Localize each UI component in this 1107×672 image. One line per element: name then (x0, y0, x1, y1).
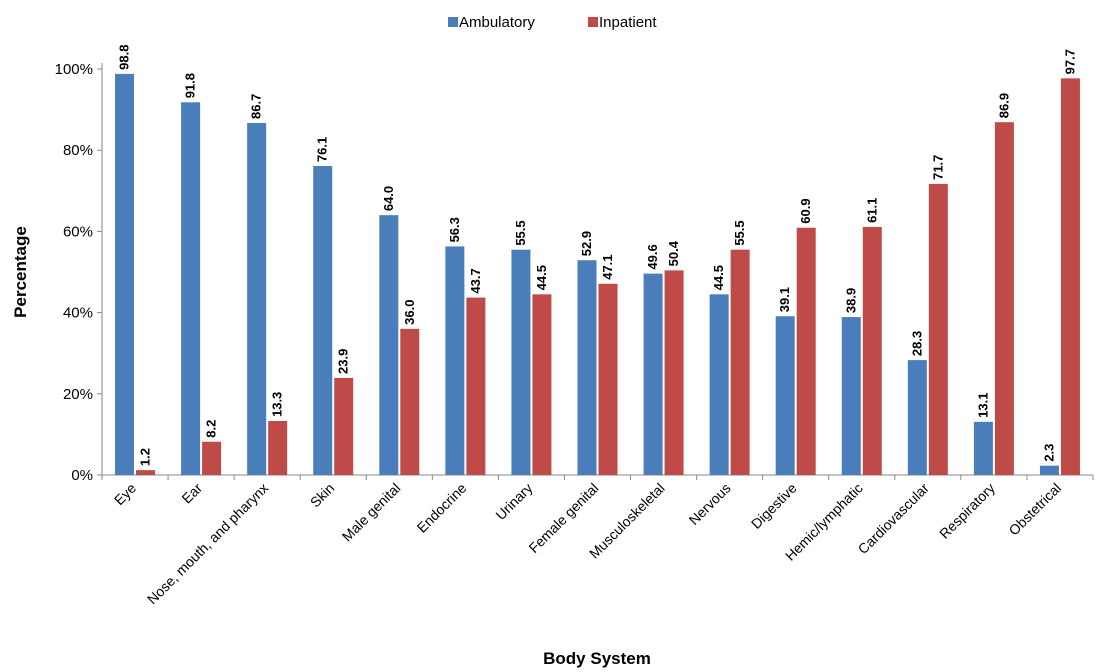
data-label-ambulatory: 28.3 (909, 331, 924, 356)
data-label-inpatient: 13.3 (270, 392, 285, 417)
bar-inpatient (532, 294, 552, 475)
data-labels: 98.8 91.8 86.7 76.1 64.0 56.3 55.5 52.9 49.6 44.5… (117, 45, 1078, 467)
data-label-inpatient: 71.7 (930, 155, 945, 180)
bar-inpatient (400, 328, 420, 475)
data-label-inpatient: 23.9 (336, 349, 351, 374)
bar-ambulatory (445, 246, 465, 475)
y-axis: 0% 20% 40% 60% 80% 100% (55, 61, 103, 484)
bar-inpatient (664, 270, 684, 475)
bar-inpatient (466, 297, 486, 475)
data-label-inpatient: 44.5 (534, 265, 549, 290)
legend-label-ambulatory: Ambulatory (459, 14, 535, 31)
data-label-ambulatory: 13.1 (975, 393, 990, 418)
data-label-inpatient: 61.1 (864, 198, 879, 223)
bar-ambulatory (907, 360, 927, 475)
bar-ambulatory (313, 166, 333, 475)
bar-ambulatory (973, 421, 993, 475)
bar-ambulatory (775, 316, 795, 475)
data-label-inpatient: 36.0 (402, 300, 417, 325)
bar-ambulatory (577, 260, 597, 475)
legend: Ambulatory Inpatient (448, 14, 657, 31)
data-label-inpatient: 8.2 (204, 420, 219, 438)
data-label-ambulatory: 55.5 (513, 220, 528, 245)
bar-inpatient (598, 283, 618, 475)
bar-inpatient (928, 183, 948, 475)
bar-ambulatory (379, 215, 399, 475)
x-tick-label: Cardiovascular (855, 480, 933, 558)
bar-ambulatory (181, 102, 201, 476)
bar-ambulatory (247, 122, 267, 476)
data-label-ambulatory: 44.5 (711, 265, 726, 290)
data-label-inpatient: 97.7 (1062, 49, 1077, 74)
x-tick-label: Nervous (686, 480, 734, 528)
bar-inpatient (796, 227, 816, 475)
bar-ambulatory (511, 249, 531, 475)
x-tick-label: Endocrine (414, 480, 470, 536)
bar-inpatient (862, 226, 882, 475)
y-tick-label: 100% (55, 61, 93, 78)
y-tick-label: 40% (63, 305, 93, 322)
data-label-ambulatory: 56.3 (447, 217, 462, 242)
data-label-ambulatory: 64.0 (381, 186, 396, 211)
data-label-inpatient: 86.9 (996, 93, 1011, 118)
data-label-ambulatory: 86.7 (249, 94, 264, 119)
x-tick-label: Obstetrical (1005, 480, 1064, 539)
x-tick-label: Ear (178, 480, 205, 507)
x-tick-label: Urinary (492, 480, 535, 523)
x-tick-label: Male genital (339, 480, 404, 545)
data-label-ambulatory: 2.3 (1041, 444, 1056, 462)
y-axis-title: Percentage (11, 226, 30, 318)
bar-inpatient (136, 470, 156, 475)
bars (115, 73, 1080, 476)
bar-ambulatory (709, 294, 729, 475)
x-axis-title: Body System (543, 649, 651, 668)
x-tick-label: Nose, mouth, and pharynx (144, 480, 271, 607)
y-tick-label: 0% (71, 467, 93, 484)
x-tick-label: Digestive (748, 480, 800, 532)
bar-ambulatory (643, 273, 663, 475)
data-label-ambulatory: 52.9 (579, 231, 594, 256)
legend-label-inpatient: Inpatient (599, 14, 657, 31)
data-label-ambulatory: 91.8 (183, 73, 198, 98)
bar-inpatient (730, 249, 750, 475)
data-label-inpatient: 60.9 (798, 198, 813, 223)
data-label-inpatient: 47.1 (600, 254, 615, 279)
data-label-inpatient: 50.4 (666, 240, 681, 266)
bar-ambulatory (115, 73, 135, 475)
bar-inpatient (268, 421, 288, 475)
bar-inpatient (1060, 78, 1080, 475)
x-tick-label: Respiratory (936, 480, 998, 542)
data-label-inpatient: 55.5 (732, 220, 747, 245)
data-label-ambulatory: 39.1 (777, 287, 792, 312)
x-tick-label: Eye (111, 480, 140, 509)
data-label-ambulatory: 76.1 (315, 137, 330, 162)
data-label-inpatient: 1.2 (138, 448, 153, 466)
data-label-inpatient: 43.7 (468, 268, 483, 293)
bar-inpatient (202, 441, 222, 475)
legend-swatch-inpatient (588, 17, 598, 27)
y-tick-label: 20% (63, 386, 93, 403)
y-tick-label: 60% (63, 223, 93, 240)
data-label-ambulatory: 98.8 (117, 45, 132, 70)
bar-inpatient (994, 122, 1014, 475)
x-tick-label: Skin (307, 480, 338, 511)
y-tick-label: 80% (63, 142, 93, 159)
bar-ambulatory (1039, 465, 1059, 475)
data-label-ambulatory: 38.9 (843, 288, 858, 313)
data-label-ambulatory: 49.6 (645, 244, 660, 269)
bar-inpatient (334, 377, 354, 475)
bar-ambulatory (841, 317, 861, 475)
legend-swatch-ambulatory (448, 17, 458, 27)
